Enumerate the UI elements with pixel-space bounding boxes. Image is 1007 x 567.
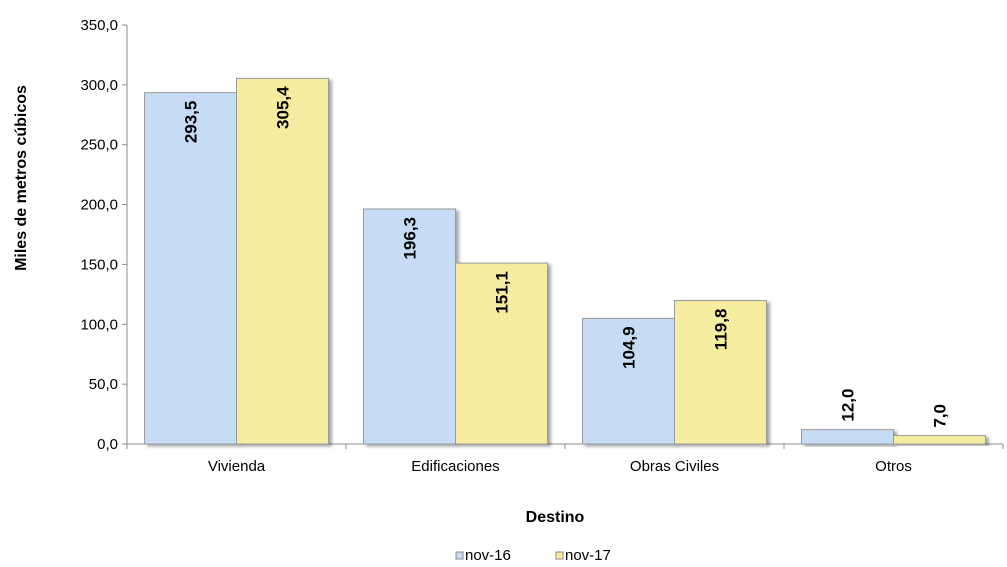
data-label: 104,9 [620, 326, 639, 369]
y-tick-label: 250,0 [80, 137, 118, 154]
legend-swatch [455, 551, 464, 560]
x-axis-title: Destino [526, 509, 585, 526]
bar-nov-16 [801, 429, 895, 445]
bar-nov-16 [363, 208, 456, 445]
x-axis: Vivienda Edificaciones Obras Civiles Otros [126, 443, 1004, 475]
bar-nov-16 [144, 92, 238, 445]
x-tick-label: Vivienda [208, 458, 266, 475]
y-axis-title: Miles de metros cúbicos [13, 85, 30, 271]
y-tick-label: 100,0 [80, 316, 118, 333]
y-tick-label: 0,0 [97, 436, 118, 453]
data-label: 196,3 [401, 217, 420, 260]
x-tick-label: Otros [875, 458, 912, 475]
data-labels: 293,5 196,3 104,9 12,0 305,4 151,1 119,8 7,0 [182, 86, 950, 428]
data-label: 119,8 [711, 309, 730, 351]
y-tick-label: 150,0 [80, 256, 118, 273]
x-tick-label: Edificaciones [411, 458, 499, 475]
y-tick-label: 350,0 [80, 17, 118, 34]
x-tick-label: Obras Civiles [630, 458, 719, 475]
bar-nov-17 [236, 77, 329, 445]
data-label: 293,5 [182, 101, 201, 144]
y-tick-label: 50,0 [89, 376, 118, 393]
y-axis: 0,0 50,0 100,0 150,0 200,0 250,0 300,0 350,0 [80, 17, 128, 453]
y-tick-label: 200,0 [80, 197, 118, 214]
legend-swatch [555, 551, 564, 560]
data-label: 151,1 [492, 271, 511, 314]
legend: nov-16 nov-17 [455, 547, 611, 564]
data-label: 12,0 [839, 389, 858, 422]
bars [144, 77, 986, 445]
y-tick-label: 300,0 [80, 77, 118, 94]
bar-nov-17 [893, 435, 986, 445]
bar-nov-17 [674, 300, 767, 445]
data-label: 7,0 [930, 404, 949, 428]
bar-nov-17 [455, 262, 548, 445]
data-label: 305,4 [273, 86, 292, 129]
legend-label: nov-16 [465, 547, 511, 564]
legend-label: nov-17 [565, 547, 611, 564]
